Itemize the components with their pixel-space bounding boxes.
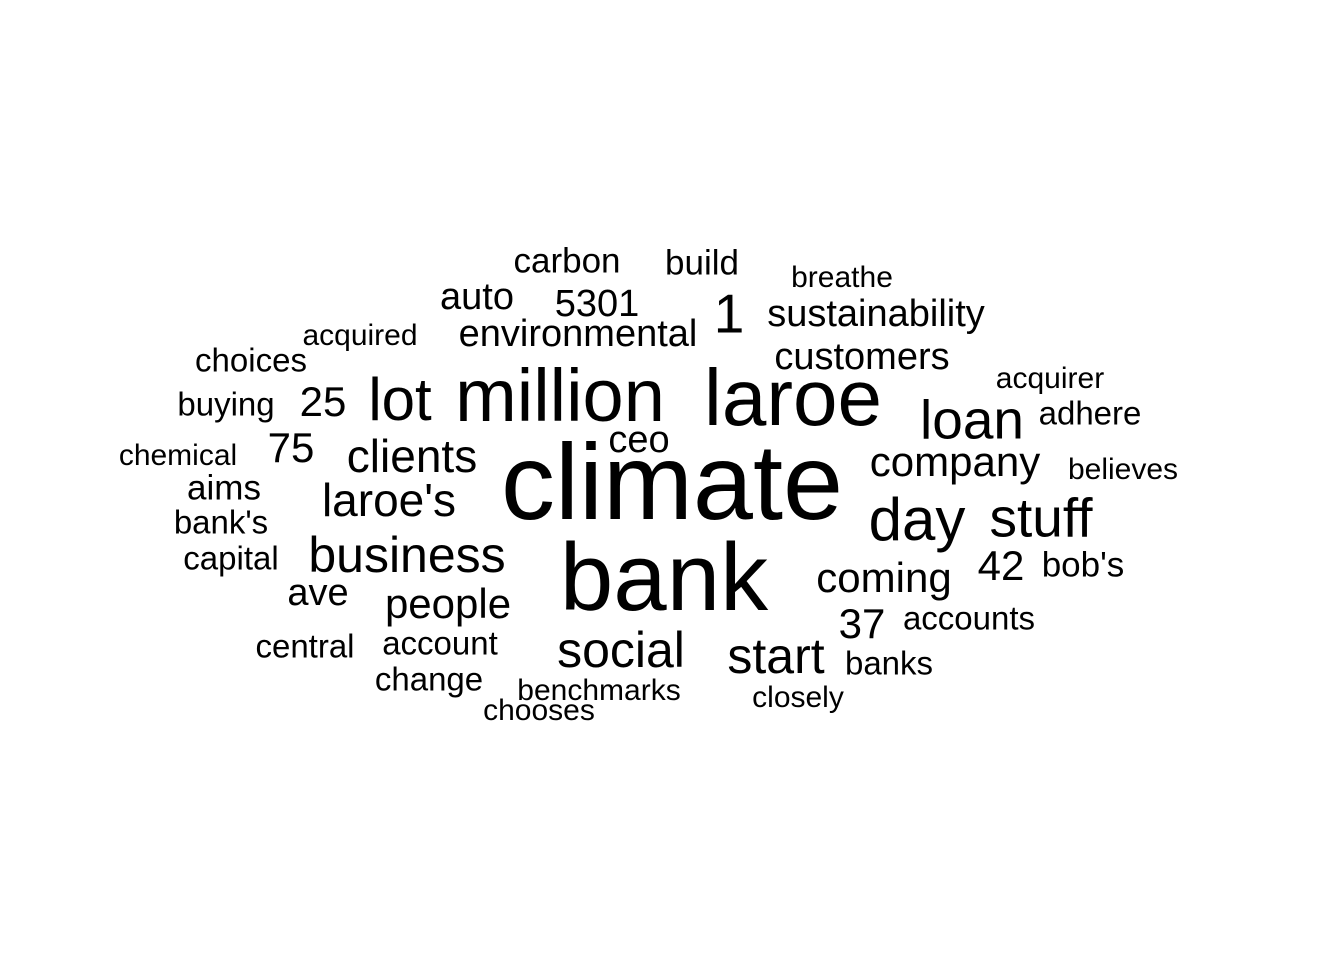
word-chooses: chooses xyxy=(483,694,595,727)
word-day: day xyxy=(868,486,966,553)
word-bobs: bob's xyxy=(1041,545,1125,585)
word-bank: bank xyxy=(559,524,769,631)
word-banks: banks xyxy=(844,644,934,682)
word-1: 1 xyxy=(713,282,745,345)
word-chemical: chemical xyxy=(118,439,238,472)
word-change: change xyxy=(374,660,484,698)
word-company: company xyxy=(869,438,1041,485)
word-loan: loan xyxy=(920,388,1024,451)
word-million: million xyxy=(455,354,665,437)
word-42: 42 xyxy=(977,542,1025,589)
word-sustainability: sustainability xyxy=(767,293,985,335)
word-central: central xyxy=(255,627,355,665)
word-people: people xyxy=(384,580,512,627)
word-stuff: stuff xyxy=(989,486,1093,549)
word-business: business xyxy=(308,527,506,583)
word-75: 75 xyxy=(267,424,315,471)
word-benchmarks: benchmarks xyxy=(517,674,681,707)
word-laroes: laroe's xyxy=(321,474,457,526)
word-customers: customers xyxy=(774,336,950,378)
word-closely: closely xyxy=(752,681,844,714)
word-choices: choices xyxy=(195,341,307,379)
word-clients: clients xyxy=(346,430,478,482)
word-5301: 5301 xyxy=(554,283,640,325)
word-buying: buying xyxy=(177,385,275,423)
word-lot: lot xyxy=(368,366,432,433)
word-believes: believes xyxy=(1067,453,1179,486)
word-ceo: ceo xyxy=(608,419,670,461)
word-start: start xyxy=(727,628,825,684)
word-environmental: environmental xyxy=(458,313,698,355)
word-37: 37 xyxy=(838,600,886,647)
word-capital: capital xyxy=(183,539,279,577)
word-adhere: adhere xyxy=(1038,394,1142,432)
word-account: account xyxy=(382,624,498,662)
word-build: build xyxy=(665,243,739,283)
word-acquired: acquired xyxy=(302,319,418,352)
word-coming: coming xyxy=(816,554,952,601)
word-accounts: accounts xyxy=(902,599,1036,637)
word-laroe: laroe xyxy=(704,353,882,442)
word-breathe: breathe xyxy=(791,261,893,294)
word-social: social xyxy=(557,622,685,678)
word-aims: aims xyxy=(187,468,261,508)
word-auto: auto xyxy=(440,276,514,318)
word-ave: ave xyxy=(287,572,349,614)
word-climate: climate xyxy=(500,421,844,542)
word-acquirer: acquirer xyxy=(995,362,1105,395)
word-banks-possessive: bank's xyxy=(173,503,269,541)
word-25: 25 xyxy=(299,378,347,425)
word-carbon: carbon xyxy=(513,241,621,281)
